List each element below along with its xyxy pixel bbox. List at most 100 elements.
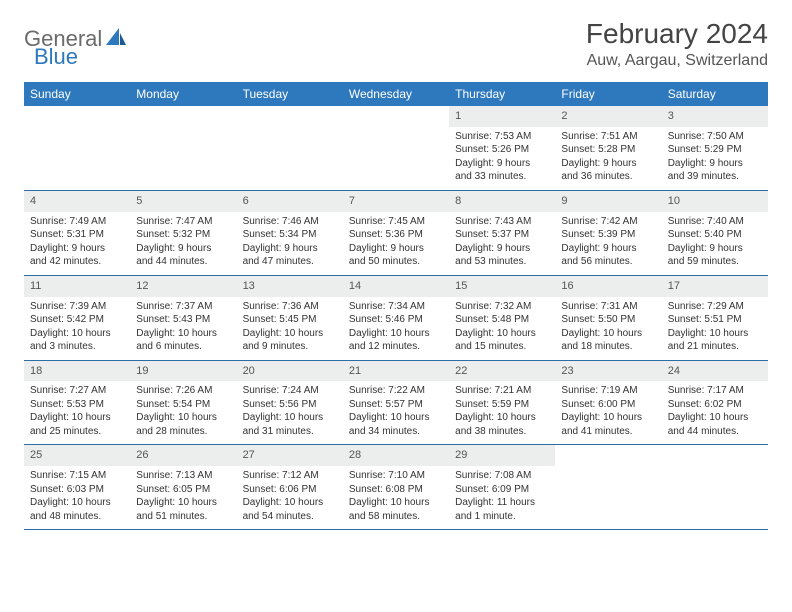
day-details: Sunrise: 7:12 AMSunset: 6:06 PMDaylight:… [237, 466, 343, 529]
day-number: 24 [662, 361, 768, 382]
sunrise-text: Sunrise: 7:42 AM [561, 215, 655, 229]
calendar-body: 1Sunrise: 7:53 AMSunset: 5:26 PMDaylight… [24, 106, 768, 530]
header: General February 2024 Auw, Aargau, Switz… [24, 18, 768, 70]
day-number: 8 [449, 191, 555, 212]
daylight-text: Daylight: 10 hours and 21 minutes. [668, 327, 762, 354]
sunrise-text: Sunrise: 7:32 AM [455, 300, 549, 314]
day-details: Sunrise: 7:37 AMSunset: 5:43 PMDaylight:… [130, 297, 236, 360]
sunrise-text: Sunrise: 7:27 AM [30, 384, 124, 398]
day-details: Sunrise: 7:26 AMSunset: 5:54 PMDaylight:… [130, 381, 236, 444]
daylight-text: Daylight: 10 hours and 58 minutes. [349, 496, 443, 523]
day-number: 25 [24, 445, 130, 466]
calendar-day: 27Sunrise: 7:12 AMSunset: 6:06 PMDayligh… [237, 445, 343, 529]
day-details: Sunrise: 7:19 AMSunset: 6:00 PMDaylight:… [555, 381, 661, 444]
day-number: 4 [24, 191, 130, 212]
daylight-text: Daylight: 9 hours and 59 minutes. [668, 242, 762, 269]
calendar-day: 18Sunrise: 7:27 AMSunset: 5:53 PMDayligh… [24, 361, 130, 445]
sunset-text: Sunset: 5:56 PM [243, 398, 337, 412]
day-number: 29 [449, 445, 555, 466]
day-details: Sunrise: 7:22 AMSunset: 5:57 PMDaylight:… [343, 381, 449, 444]
calendar-day: 28Sunrise: 7:10 AMSunset: 6:08 PMDayligh… [343, 445, 449, 529]
page-title: February 2024 [586, 18, 768, 50]
day-number: 3 [662, 106, 768, 127]
daylight-text: Daylight: 9 hours and 44 minutes. [136, 242, 230, 269]
calendar-day: 13Sunrise: 7:36 AMSunset: 5:45 PMDayligh… [237, 276, 343, 360]
daylight-text: Daylight: 10 hours and 34 minutes. [349, 411, 443, 438]
day-details: Sunrise: 7:43 AMSunset: 5:37 PMDaylight:… [449, 212, 555, 275]
logo-text-blue-wrap: Blue [34, 44, 78, 70]
calendar-day: 9Sunrise: 7:42 AMSunset: 5:39 PMDaylight… [555, 191, 661, 275]
day-details: Sunrise: 7:15 AMSunset: 6:03 PMDaylight:… [24, 466, 130, 529]
day-details: Sunrise: 7:42 AMSunset: 5:39 PMDaylight:… [555, 212, 661, 275]
logo-sail-icon [106, 28, 128, 51]
sunset-text: Sunset: 6:09 PM [455, 483, 549, 497]
daylight-text: Daylight: 9 hours and 50 minutes. [349, 242, 443, 269]
sunset-text: Sunset: 5:42 PM [30, 313, 124, 327]
sunrise-text: Sunrise: 7:31 AM [561, 300, 655, 314]
calendar: SundayMondayTuesdayWednesdayThursdayFrid… [24, 82, 768, 530]
day-details: Sunrise: 7:08 AMSunset: 6:09 PMDaylight:… [449, 466, 555, 529]
sunrise-text: Sunrise: 7:34 AM [349, 300, 443, 314]
daylight-text: Daylight: 9 hours and 53 minutes. [455, 242, 549, 269]
sunrise-text: Sunrise: 7:22 AM [349, 384, 443, 398]
sunset-text: Sunset: 5:36 PM [349, 228, 443, 242]
daylight-text: Daylight: 10 hours and 38 minutes. [455, 411, 549, 438]
calendar-week: 25Sunrise: 7:15 AMSunset: 6:03 PMDayligh… [24, 445, 768, 530]
sunset-text: Sunset: 5:29 PM [668, 143, 762, 157]
sunset-text: Sunset: 6:03 PM [30, 483, 124, 497]
day-number: 15 [449, 276, 555, 297]
sunset-text: Sunset: 5:39 PM [561, 228, 655, 242]
calendar-day: 24Sunrise: 7:17 AMSunset: 6:02 PMDayligh… [662, 361, 768, 445]
day-details: Sunrise: 7:21 AMSunset: 5:59 PMDaylight:… [449, 381, 555, 444]
day-number: 27 [237, 445, 343, 466]
sunrise-text: Sunrise: 7:26 AM [136, 384, 230, 398]
calendar-week: 1Sunrise: 7:53 AMSunset: 5:26 PMDaylight… [24, 106, 768, 191]
sunset-text: Sunset: 5:40 PM [668, 228, 762, 242]
calendar-day: 15Sunrise: 7:32 AMSunset: 5:48 PMDayligh… [449, 276, 555, 360]
day-number: 11 [24, 276, 130, 297]
calendar-day: 21Sunrise: 7:22 AMSunset: 5:57 PMDayligh… [343, 361, 449, 445]
calendar-day: 22Sunrise: 7:21 AMSunset: 5:59 PMDayligh… [449, 361, 555, 445]
calendar-week: 18Sunrise: 7:27 AMSunset: 5:53 PMDayligh… [24, 361, 768, 446]
day-number: 16 [555, 276, 661, 297]
sunset-text: Sunset: 6:00 PM [561, 398, 655, 412]
day-details: Sunrise: 7:45 AMSunset: 5:36 PMDaylight:… [343, 212, 449, 275]
day-details: Sunrise: 7:46 AMSunset: 5:34 PMDaylight:… [237, 212, 343, 275]
day-details: Sunrise: 7:50 AMSunset: 5:29 PMDaylight:… [662, 127, 768, 190]
day-number: 6 [237, 191, 343, 212]
sunrise-text: Sunrise: 7:15 AM [30, 469, 124, 483]
daylight-text: Daylight: 10 hours and 25 minutes. [30, 411, 124, 438]
sunrise-text: Sunrise: 7:49 AM [30, 215, 124, 229]
sunset-text: Sunset: 5:26 PM [455, 143, 549, 157]
day-number: 26 [130, 445, 236, 466]
day-header-row: SundayMondayTuesdayWednesdayThursdayFrid… [24, 82, 768, 106]
sunrise-text: Sunrise: 7:40 AM [668, 215, 762, 229]
sunrise-text: Sunrise: 7:08 AM [455, 469, 549, 483]
title-block: February 2024 Auw, Aargau, Switzerland [586, 18, 768, 70]
day-number: 28 [343, 445, 449, 466]
day-number: 18 [24, 361, 130, 382]
day-header-cell: Tuesday [237, 82, 343, 106]
logo-text-blue: Blue [34, 44, 78, 69]
sunset-text: Sunset: 6:08 PM [349, 483, 443, 497]
day-number: 22 [449, 361, 555, 382]
sunrise-text: Sunrise: 7:50 AM [668, 130, 762, 144]
day-header-cell: Thursday [449, 82, 555, 106]
daylight-text: Daylight: 9 hours and 47 minutes. [243, 242, 337, 269]
sunrise-text: Sunrise: 7:39 AM [30, 300, 124, 314]
calendar-day: 10Sunrise: 7:40 AMSunset: 5:40 PMDayligh… [662, 191, 768, 275]
daylight-text: Daylight: 10 hours and 9 minutes. [243, 327, 337, 354]
sunset-text: Sunset: 5:46 PM [349, 313, 443, 327]
day-header-cell: Sunday [24, 82, 130, 106]
calendar-day: 19Sunrise: 7:26 AMSunset: 5:54 PMDayligh… [130, 361, 236, 445]
daylight-text: Daylight: 10 hours and 6 minutes. [136, 327, 230, 354]
calendar-day: 3Sunrise: 7:50 AMSunset: 5:29 PMDaylight… [662, 106, 768, 190]
location-text: Auw, Aargau, Switzerland [586, 52, 768, 70]
sunrise-text: Sunrise: 7:37 AM [136, 300, 230, 314]
day-details: Sunrise: 7:40 AMSunset: 5:40 PMDaylight:… [662, 212, 768, 275]
day-number: 20 [237, 361, 343, 382]
calendar-day: 26Sunrise: 7:13 AMSunset: 6:05 PMDayligh… [130, 445, 236, 529]
sunrise-text: Sunrise: 7:51 AM [561, 130, 655, 144]
calendar-day: 20Sunrise: 7:24 AMSunset: 5:56 PMDayligh… [237, 361, 343, 445]
day-details: Sunrise: 7:13 AMSunset: 6:05 PMDaylight:… [130, 466, 236, 529]
